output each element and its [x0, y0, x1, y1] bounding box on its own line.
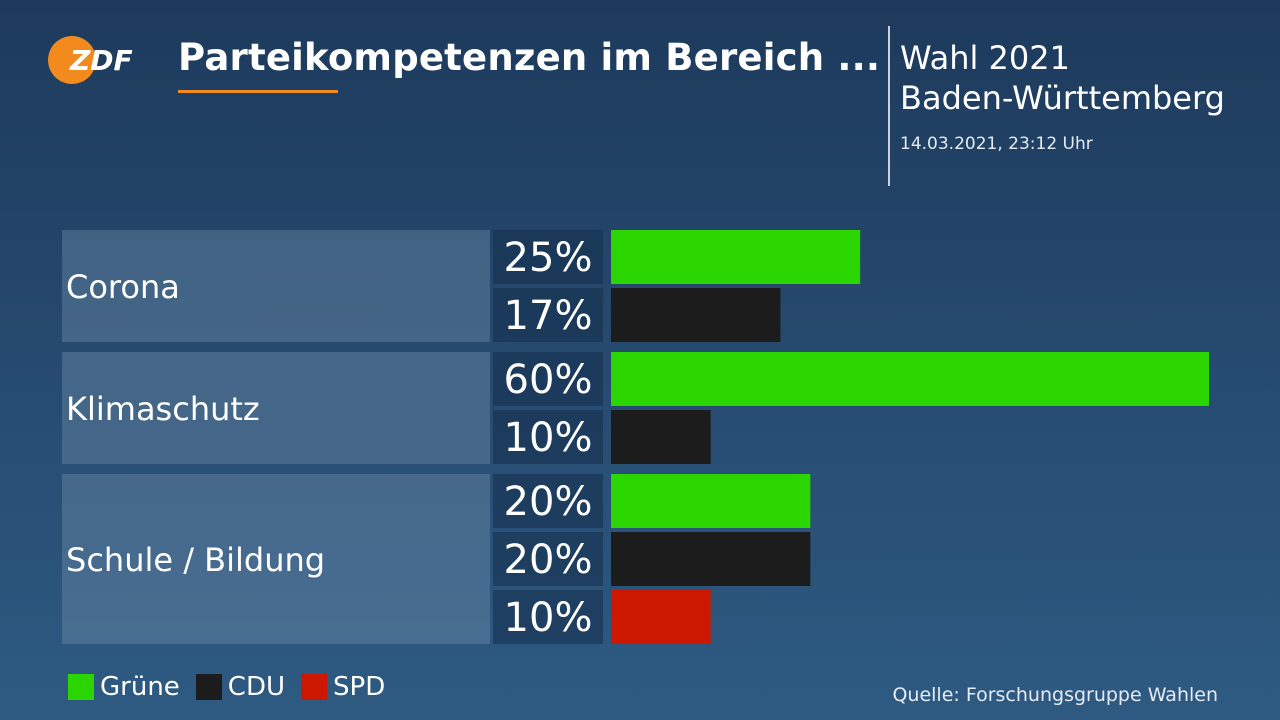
legend: Grüne CDU SPD [68, 672, 401, 702]
header-divider [888, 26, 890, 186]
timestamp: 14.03.2021, 23:12 Uhr [900, 134, 1093, 154]
value-cell-schule-bildung-spd [493, 590, 603, 644]
value-cell-schule-bildung-cdu [493, 532, 603, 586]
value-label-schule-bildung-spd: 10% [504, 595, 593, 641]
title-underline [178, 90, 338, 93]
legend-swatch-spd [301, 674, 328, 700]
value-cell-klimaschutz-gr-ne [493, 352, 603, 406]
legend-item-cdu: CDU [195, 672, 286, 702]
value-cell-schule-bildung-gr-ne [493, 474, 603, 528]
category-label-schule-bildung: Schule / Bildung [66, 541, 325, 579]
value-cell-corona-cdu [493, 288, 603, 342]
election-info: Wahl 2021 Baden-Württemberg [900, 38, 1225, 118]
legend-item-spd: SPD [301, 672, 385, 702]
value-cell-corona-gr-ne [493, 230, 603, 284]
election-name: Wahl 2021 [900, 39, 1070, 77]
bar-klimaschutz-cdu [611, 410, 711, 464]
bar-corona-cdu [611, 288, 781, 342]
category-panel-corona [62, 230, 490, 342]
bar-schule-bildung-gr-ne [611, 474, 811, 528]
value-label-schule-bildung-cdu: 20% [504, 537, 593, 583]
bar-klimaschutz-gr-ne [611, 352, 1209, 406]
legend-item-gruene: Grüne [68, 672, 180, 702]
category-label-klimaschutz: Klimaschutz [66, 390, 260, 428]
value-label-schule-bildung-gr-ne: 20% [504, 479, 593, 525]
bar-schule-bildung-spd [611, 590, 711, 644]
bar-schule-bildung-cdu [611, 532, 811, 586]
value-label-corona-cdu: 17% [504, 293, 593, 339]
bar-corona-gr-ne [611, 230, 861, 284]
page-title: Parteikompetenzen im Bereich ... [178, 36, 881, 79]
zdf-logo: ZDF [48, 36, 133, 84]
legend-label-gruene: Grüne [100, 672, 180, 702]
legend-label-spd: SPD [333, 672, 386, 702]
value-cell-klimaschutz-cdu [493, 410, 603, 464]
zdf-logo-text: ZDF [69, 44, 133, 77]
value-label-klimaschutz-cdu: 10% [504, 415, 593, 461]
value-label-klimaschutz-gr-ne: 60% [504, 357, 593, 403]
category-label-corona: Corona [66, 268, 180, 306]
election-region: Baden-Württemberg [900, 79, 1225, 117]
legend-label-cdu: CDU [227, 672, 286, 702]
source-note: Quelle: Forschungsgruppe Wahlen [892, 684, 1218, 706]
legend-swatch-cdu [195, 674, 222, 700]
value-label-corona-gr-ne: 25% [504, 235, 593, 281]
category-panel-schule-bildung [62, 474, 490, 644]
category-panel-klimaschutz [62, 352, 490, 464]
legend-swatch-gruene [68, 674, 94, 700]
